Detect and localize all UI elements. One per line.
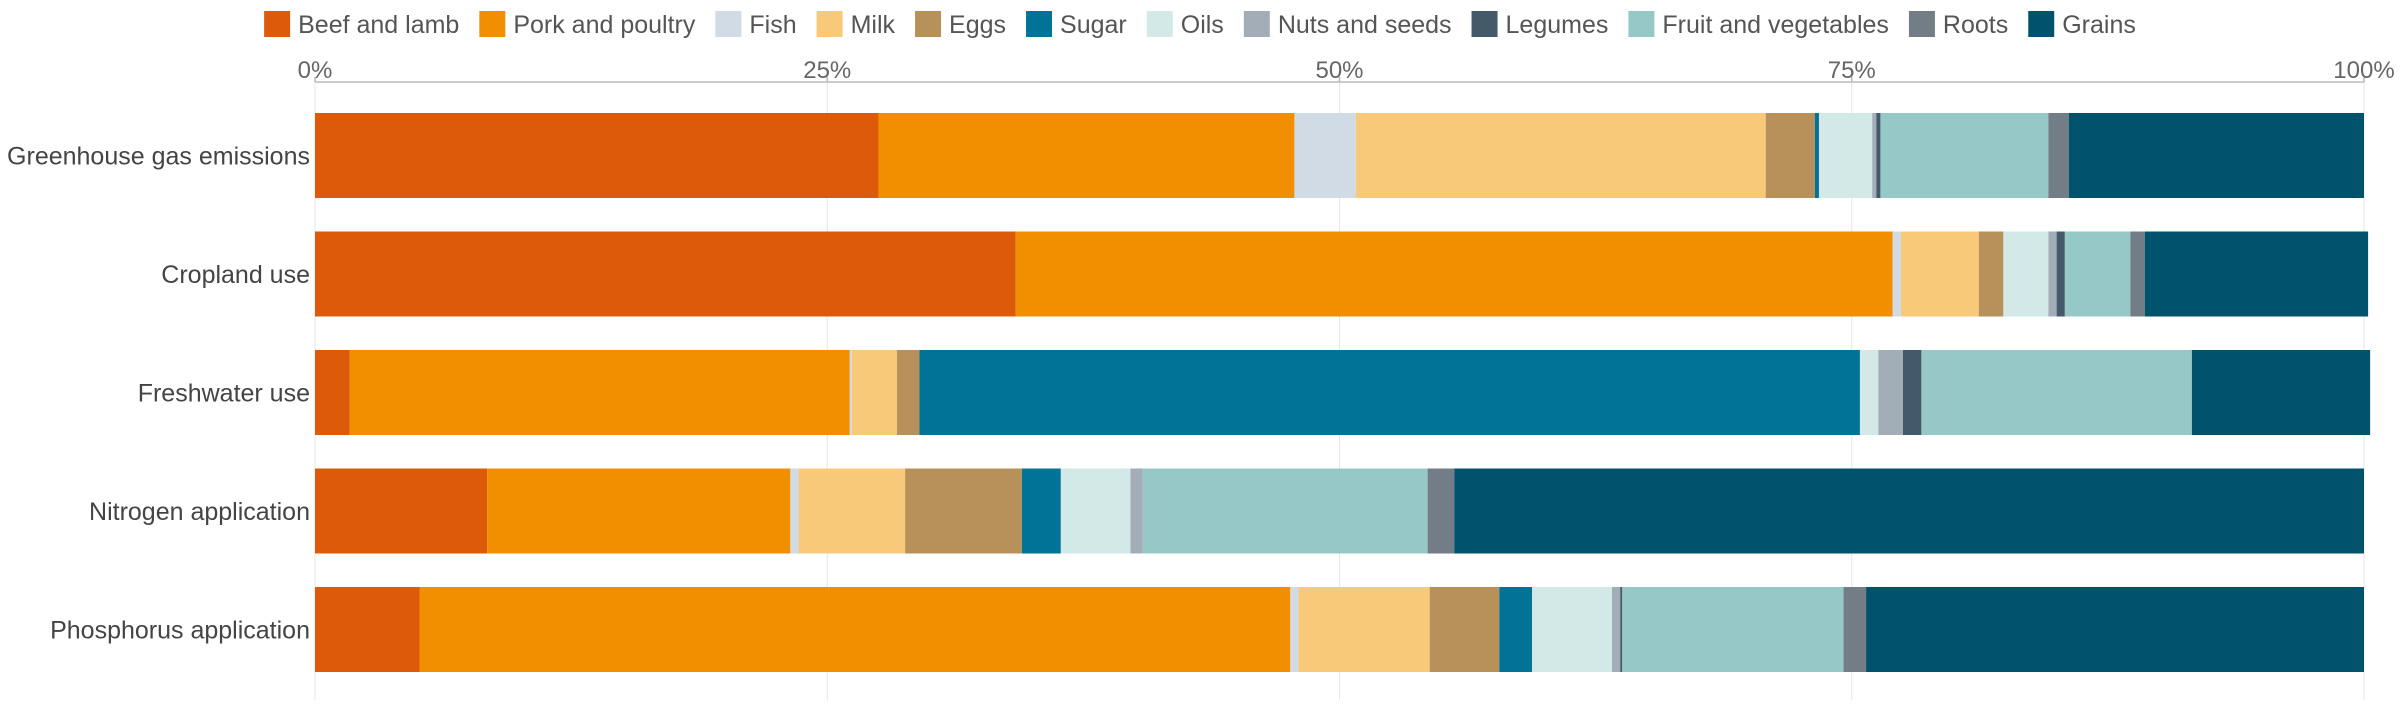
- bar-segment: [2048, 113, 2069, 198]
- bar-segment: [1532, 587, 1613, 672]
- bar-segment: [1872, 113, 1877, 198]
- legend-label: Beef and lamb: [298, 11, 459, 39]
- bar-segment: [919, 350, 1860, 435]
- bar-segment: [2144, 231, 2369, 317]
- category-label: Greenhouse gas emissions: [7, 143, 310, 171]
- legend-label: Oils: [1181, 11, 1224, 39]
- legend-swatch: [1146, 11, 1173, 37]
- bar-segment: [1866, 587, 2364, 672]
- category-labels: Greenhouse gas emissions Cropland use Fres…: [7, 143, 310, 645]
- bar-segment: [1355, 113, 1766, 198]
- bar-segment: [2191, 350, 2371, 435]
- category-label: Freshwater use: [138, 380, 310, 408]
- legend-swatch: [816, 11, 843, 37]
- bar-segment: [315, 587, 420, 672]
- bar-segment: [1130, 468, 1143, 554]
- bar-segment: [849, 350, 852, 435]
- legend-swatch: [1628, 11, 1655, 37]
- legend-label: Sugar: [1060, 11, 1127, 39]
- bar-segment: [487, 468, 791, 554]
- legend-swatch: [715, 11, 742, 37]
- legend-swatch: [479, 11, 506, 37]
- bar-segment: [1859, 350, 1879, 435]
- legend-label: Fish: [749, 11, 796, 39]
- bar-segment: [315, 231, 1016, 317]
- bar-segment: [315, 468, 488, 554]
- bar-segment: [419, 587, 1291, 672]
- bar-segment: [1843, 587, 1867, 672]
- legend-label: Pork and poultry: [513, 11, 696, 39]
- legend-swatch: [1908, 11, 1935, 37]
- bar-segment: [1021, 468, 1061, 554]
- legend-swatch: [2028, 11, 2055, 37]
- bar-segment: [1612, 587, 1621, 672]
- category-label: Cropland use: [161, 261, 310, 289]
- x-tick-label: 75%: [1828, 57, 1876, 84]
- bar-segment: [1142, 468, 1428, 554]
- bar-segment: [1290, 587, 1299, 672]
- x-tick-label: 25%: [803, 57, 851, 84]
- bar-segment: [349, 350, 850, 435]
- bar-segment: [1818, 113, 1873, 198]
- bar-segment: [315, 113, 879, 198]
- bar-segment: [1921, 350, 2192, 435]
- bar-segment: [1765, 113, 1815, 198]
- bar-segment: [1454, 468, 2364, 554]
- legend-swatch: [915, 11, 942, 37]
- bar-segment: [1060, 468, 1131, 554]
- bar-segment: [1298, 587, 1430, 672]
- category-label: Nitrogen application: [89, 498, 310, 526]
- bar-segment: [1429, 587, 1500, 672]
- x-tick-label: 0%: [298, 57, 333, 84]
- legend: Beef and lamb Pork and poultry Fish Milk Egg…: [264, 11, 2136, 39]
- bar-segment: [2056, 231, 2065, 317]
- bar-segment: [1814, 113, 1819, 198]
- legend-label: Legumes: [1506, 11, 1609, 39]
- category-label: Phosphorus application: [50, 617, 310, 645]
- legend-swatch: [1026, 11, 1053, 37]
- bar-segment: [315, 350, 350, 435]
- bar-segment: [798, 468, 906, 554]
- bar-segment: [1294, 113, 1356, 198]
- legend-label: Milk: [851, 11, 896, 39]
- bar-segment: [1878, 350, 1903, 435]
- legend-swatch: [1243, 11, 1270, 37]
- x-tick-label: 50%: [1315, 57, 1363, 84]
- bar-segment: [2048, 231, 2057, 317]
- bar-segment: [1499, 587, 1533, 672]
- legend-label: Roots: [1943, 11, 2008, 39]
- bar-segment: [1015, 231, 1893, 317]
- legend-label: Grains: [2062, 11, 2136, 39]
- bar-segment: [878, 113, 1295, 198]
- bar-segment: [1880, 113, 2049, 198]
- bar-segment: [1876, 113, 1881, 198]
- bar-segment: [1427, 468, 1455, 554]
- bar-segment: [2068, 113, 2364, 198]
- bar-segment: [896, 350, 920, 435]
- bar-segment: [790, 468, 799, 554]
- x-tick-label: 100%: [2333, 57, 2394, 84]
- bar-segment: [1902, 350, 1922, 435]
- bar-segment: [905, 468, 1022, 554]
- bar-segment: [2064, 231, 2131, 317]
- bars: [315, 113, 2371, 672]
- bar-segment: [1978, 231, 2004, 317]
- legend-swatch: [1471, 11, 1498, 37]
- legend-label: Fruit and vegetables: [1662, 11, 1889, 39]
- legend-label: Eggs: [949, 11, 1006, 39]
- bar-segment: [2130, 231, 2145, 317]
- bar-segment: [2003, 231, 2049, 317]
- bar-segment: [851, 350, 897, 435]
- bar-segment: [1620, 587, 1623, 672]
- legend-label: Nuts and seeds: [1278, 11, 1452, 39]
- bar-segment: [1622, 587, 1844, 672]
- bar-segment: [1900, 231, 1979, 317]
- legend-swatch: [264, 11, 291, 37]
- bar-segment: [1892, 231, 1901, 317]
